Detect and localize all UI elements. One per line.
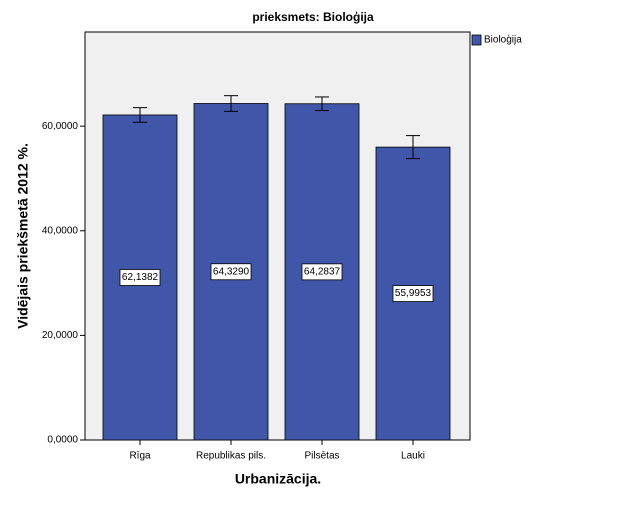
value-label-box <box>392 285 434 302</box>
chart-title: prieksmets: Bioloģija <box>252 10 374 24</box>
y-tick-label: 20,0000 <box>42 330 79 341</box>
value-label-box <box>119 269 161 286</box>
value-label: 64,3290 <box>213 266 250 277</box>
value-label-box <box>210 263 252 281</box>
value-label: 55,9953 <box>395 288 432 299</box>
y-axis-label: Vidējais priekšmetā 2012 %. <box>15 143 31 329</box>
y-tick-label: 0,0000 <box>47 435 78 446</box>
legend-label: Bioloģija <box>484 33 522 46</box>
value-label: 62,1382 <box>122 272 159 283</box>
y-tick-label: 40,0000 <box>42 225 79 236</box>
x-tick-label: Republikas pils. <box>196 451 266 462</box>
legend-swatch <box>471 34 482 46</box>
x-axis-label: Urbanizācija. <box>235 471 321 487</box>
x-tick-label: Lauki <box>401 451 425 462</box>
y-tick-label: 60,0000 <box>42 121 79 132</box>
value-label-box <box>301 263 343 281</box>
x-tick-label: Pilsētas <box>304 451 339 462</box>
value-label: 64,2837 <box>304 267 341 278</box>
x-tick-label: Rīga <box>129 451 151 462</box>
